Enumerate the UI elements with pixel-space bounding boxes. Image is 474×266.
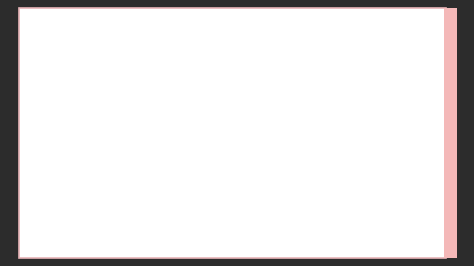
Text: ≈: ≈	[72, 241, 80, 251]
Text: P: P	[42, 197, 48, 207]
Text: Level of significance: Level of significance	[82, 212, 189, 222]
Text: $n = DF * \dfrac{Z^{2}_{1-\alpha/2}P(1-P)}{E^{2}}$: $n = DF * \dfrac{Z^{2}_{1-\alpha/2}P(1-P…	[36, 91, 168, 127]
Text: the estimated prevalence of an indicator: the estimated prevalence of an indicator	[82, 197, 296, 207]
Text: =: =	[72, 139, 80, 149]
Text: number of individual in each cluster: number of individual in each cluster	[82, 183, 271, 193]
Text: ≈: ≈	[72, 168, 80, 178]
Text: E: E	[42, 241, 49, 251]
Text: =: =	[72, 183, 80, 193]
Text: intracluster correlation: intracluster correlation	[82, 168, 202, 178]
Text: =: =	[72, 154, 80, 164]
Text: Zα: Zα	[42, 226, 56, 236]
Text: ≈: ≈	[72, 197, 80, 207]
Text: the z-score corresponding to the degree of confidence: the z-score corresponding to the degree …	[82, 226, 366, 236]
Text: Cluster Sampling: Cluster Sampling	[45, 19, 187, 33]
Text: design effect=1+ρ(m-1): design effect=1+ρ(m-1)	[82, 154, 210, 164]
Circle shape	[392, 226, 427, 247]
Text: m: m	[42, 183, 53, 193]
Text: ρ: ρ	[42, 168, 49, 178]
Text: year children in Dhaka division, 2021: year children in Dhaka division, 2021	[45, 64, 247, 74]
Text: =: =	[72, 212, 80, 222]
Text: What is the prevalence of malnutrition of under 5: What is the prevalence of malnutrition o…	[45, 47, 315, 57]
Text: required minimum sample size: required minimum sample size	[82, 139, 244, 149]
Text: n: n	[42, 139, 49, 149]
Text: $or\ n = 1 + \rho(m-1) * \dfrac{Z^{2}_{1-\alpha/2}P(1-P)}{E^{2}}$: $or\ n = 1 + \rho(m-1) * \dfrac{Z^{2}_{1…	[231, 91, 435, 127]
Text: α: α	[42, 212, 49, 222]
Text: ≈: ≈	[72, 226, 80, 236]
Text: Desired Precision: Desired Precision	[82, 241, 173, 251]
Text: DF: DF	[42, 154, 58, 164]
